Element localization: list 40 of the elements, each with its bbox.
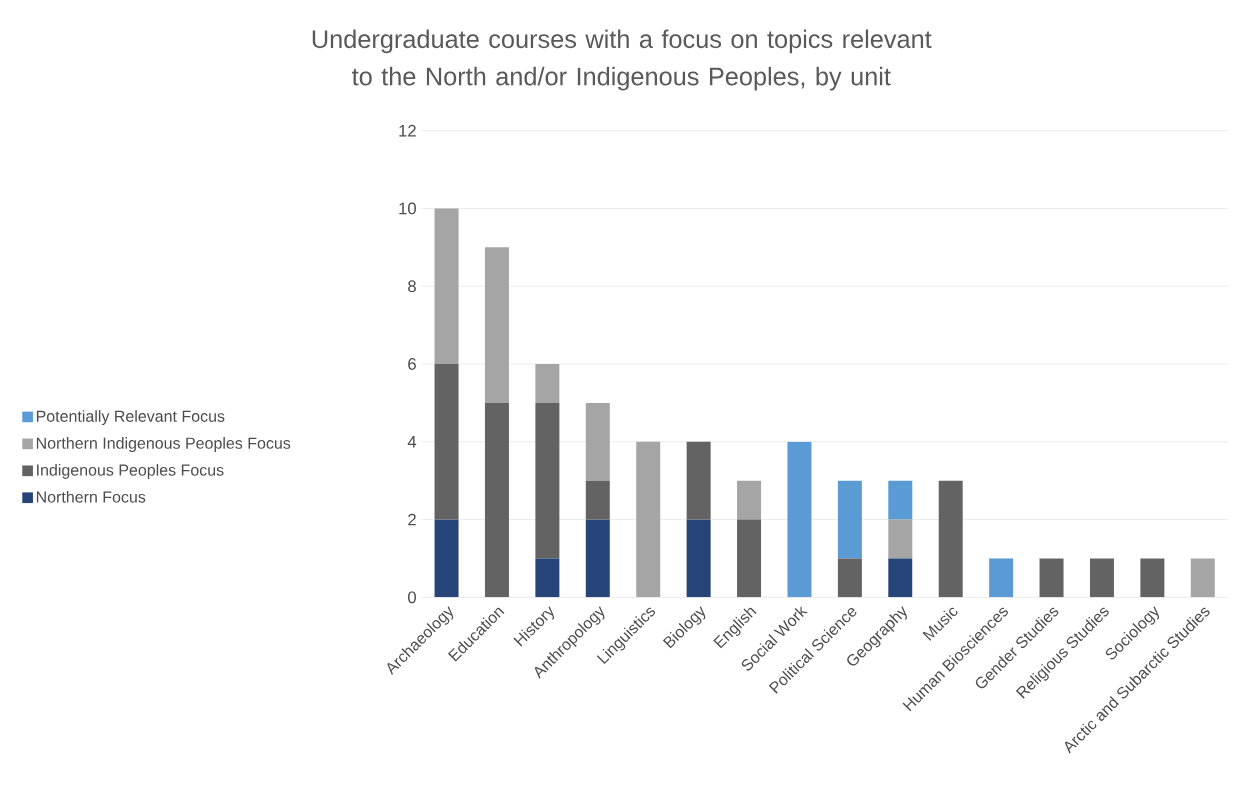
bar xyxy=(888,519,913,559)
bar xyxy=(1190,558,1215,598)
bar xyxy=(1039,558,1064,598)
bar xyxy=(585,402,610,481)
y-tick-label: 0 xyxy=(408,591,416,604)
legend-label: Indigenous Peoples Focus xyxy=(37,463,224,479)
bar xyxy=(686,441,711,520)
bar xyxy=(585,480,610,520)
chart-title: Undergraduate courses with a focus on topics relevant to the North and/or Indigenous Peoples, by unit xyxy=(312,29,932,91)
legend-label: Northern Focus xyxy=(36,490,146,503)
y-tick-label: 12 xyxy=(399,124,416,137)
bar xyxy=(737,480,762,520)
bar xyxy=(535,558,560,598)
bar xyxy=(535,402,560,559)
bar xyxy=(888,480,913,520)
bar xyxy=(484,402,509,598)
y-tick-label: 4 xyxy=(407,435,417,448)
bar xyxy=(787,441,812,598)
bar xyxy=(686,519,711,598)
bar xyxy=(484,247,509,403)
bar xyxy=(837,480,862,559)
bar xyxy=(888,558,913,598)
bar xyxy=(585,519,610,598)
y-tick-label: 8 xyxy=(408,280,416,292)
bar xyxy=(636,441,661,598)
y-tick-label: 6 xyxy=(408,357,416,370)
legend-label: Potentially Relevant Focus xyxy=(36,409,225,425)
bar xyxy=(1089,558,1114,598)
bar xyxy=(434,519,459,598)
y-tick-label: 10 xyxy=(399,202,416,215)
bar xyxy=(837,558,862,598)
bar xyxy=(535,363,560,403)
legend-label: Northern Indigenous Peoples Focus xyxy=(36,436,291,452)
bar xyxy=(737,519,762,598)
y-tick-label: 2 xyxy=(408,513,416,526)
bar xyxy=(938,480,963,598)
bar xyxy=(434,208,459,364)
bar xyxy=(989,558,1014,598)
bar xyxy=(434,363,459,520)
bar xyxy=(1140,558,1165,598)
